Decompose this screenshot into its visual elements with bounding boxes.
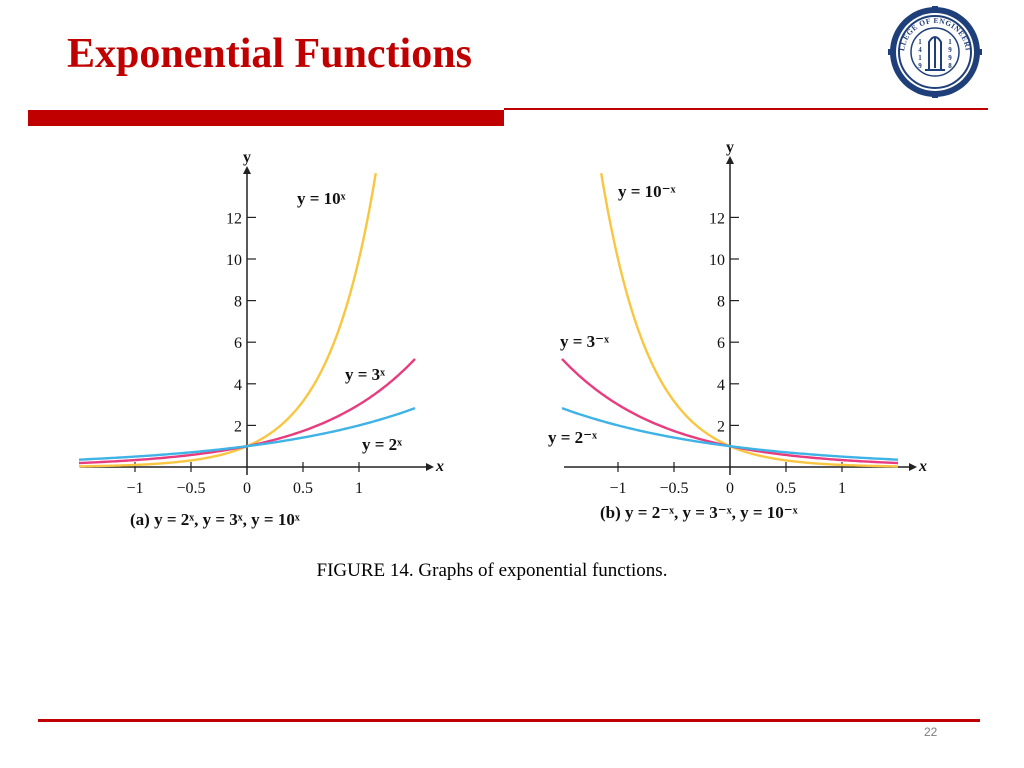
y-tick-label: 2 xyxy=(717,418,725,435)
logo-gear-teeth xyxy=(888,6,982,98)
panel-caption: (b) y = 2⁻ˣ, y = 3⁻ˣ, y = 10⁻ˣ xyxy=(600,503,798,522)
x-tick-label: 0 xyxy=(243,480,251,497)
x-tick-label: 0.5 xyxy=(776,480,796,497)
x-tick-label: −1 xyxy=(126,480,143,497)
series-label: y = 3⁻ˣ xyxy=(560,332,609,351)
x-tick-label: −1 xyxy=(609,480,626,497)
logo-year-digit: 9 xyxy=(948,46,952,54)
x-tick-label: 0.5 xyxy=(293,480,313,497)
x-tick-label: −0.5 xyxy=(176,480,205,497)
panel-caption: (a) y = 2ˣ, y = 3ˣ, y = 10ˣ xyxy=(130,510,300,529)
x-tick-label: 1 xyxy=(838,480,846,497)
series-line xyxy=(600,172,899,468)
series-line xyxy=(78,172,377,468)
x-axis-label: x xyxy=(918,458,927,475)
series-label: y = 10ˣ xyxy=(297,189,346,208)
series-label: y = 10⁻ˣ xyxy=(618,182,676,201)
logo-year-digit: 9 xyxy=(918,62,922,70)
x-tick-label: 0 xyxy=(726,480,734,497)
logo-building-icon xyxy=(925,36,945,71)
y-tick-label: 6 xyxy=(234,335,242,352)
y-axis-label: y xyxy=(243,149,251,166)
series-label: y = 2ˣ xyxy=(362,435,402,454)
y-tick-label: 6 xyxy=(717,335,725,352)
college-of-engineering-logo: COLLEGE OF ENGINEERING 1 4 1 9 1 9 9 8 xyxy=(887,6,982,98)
footer-divider xyxy=(38,719,980,722)
y-tick-label: 8 xyxy=(717,294,725,311)
y-tick-label: 12 xyxy=(226,210,242,227)
figure-caption: FIGURE 14. Graphs of exponential functio… xyxy=(0,560,984,582)
logo-year-digit: 9 xyxy=(948,54,952,62)
x-axis-label: x xyxy=(435,458,444,475)
y-tick-label: 10 xyxy=(709,252,725,269)
logo-year-digit: 8 xyxy=(948,62,952,70)
logo-year-digit: 1 xyxy=(948,38,952,46)
y-tick-label: 8 xyxy=(234,294,242,311)
x-tick-label: 1 xyxy=(355,480,363,497)
figure-caption-text: FIGURE 14. Graphs of exponential functio… xyxy=(316,560,668,581)
y-tick-label: 4 xyxy=(717,377,725,394)
slide-title: Exponential Functions xyxy=(67,31,472,77)
y-tick-label: 2 xyxy=(234,418,242,435)
x-tick-label: −0.5 xyxy=(659,480,688,497)
series-label: y = 2⁻ˣ xyxy=(548,428,597,447)
series-line xyxy=(561,407,899,461)
title-underline-thick xyxy=(28,110,504,126)
logo-year-digit: 1 xyxy=(918,38,922,46)
title-underline-thin xyxy=(504,108,988,110)
y-tick-label: 4 xyxy=(234,377,242,394)
page-number: 22 xyxy=(924,725,938,739)
logo-year-digit: 4 xyxy=(918,46,922,54)
series-line xyxy=(78,407,416,461)
series-label: y = 3ˣ xyxy=(345,365,385,384)
y-tick-label: 10 xyxy=(226,252,242,269)
y-tick-label: 12 xyxy=(709,210,725,227)
y-axis-label: y xyxy=(726,140,734,156)
logo-year-digit: 1 xyxy=(918,54,922,62)
